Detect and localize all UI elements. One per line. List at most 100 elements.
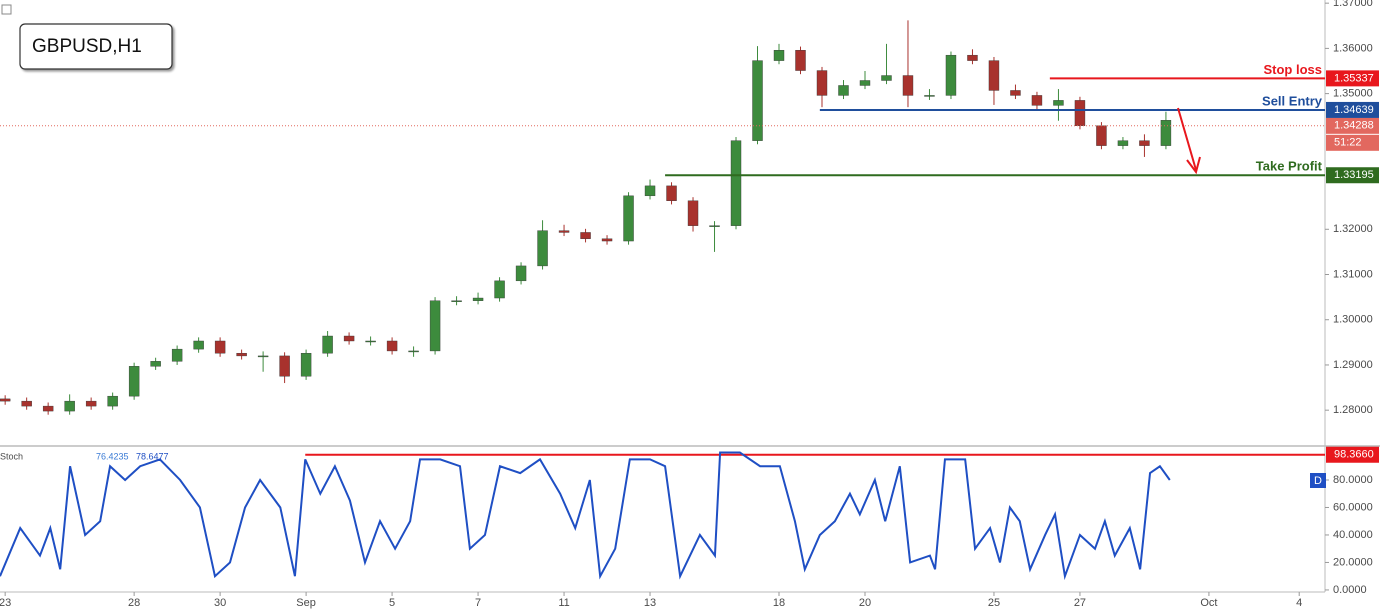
candle-body xyxy=(601,238,613,242)
candle-body xyxy=(687,200,699,226)
symbol-title: GBPUSD,H1 xyxy=(32,36,142,57)
x-tick-label: 20 xyxy=(859,597,871,609)
x-tick-label: 28 xyxy=(128,597,140,609)
candle-body xyxy=(236,352,247,357)
level-badge xyxy=(1326,101,1379,118)
candle-body xyxy=(64,400,75,412)
candle-body xyxy=(386,340,398,352)
candle-body xyxy=(1117,140,1129,146)
level-badge xyxy=(1326,446,1379,463)
arrow xyxy=(1177,107,1197,171)
candle-body xyxy=(322,335,333,354)
level-value: 98.3660 xyxy=(1334,449,1374,461)
candle-body xyxy=(300,352,312,377)
candle-body xyxy=(1139,140,1150,146)
candle-body xyxy=(472,297,484,301)
x-tick-label: 23 xyxy=(0,597,11,609)
candle-body xyxy=(623,195,634,242)
x-tick-label: 5 xyxy=(389,597,395,609)
arrow-head xyxy=(1186,156,1201,175)
x-tick-label: 30 xyxy=(214,597,226,609)
candle-body xyxy=(838,85,849,96)
level-label: Sell Entry xyxy=(1262,93,1323,108)
x-tick-label: Oct xyxy=(1200,597,1217,609)
candle-body xyxy=(709,225,720,227)
candle-body xyxy=(558,230,570,233)
candle-body xyxy=(193,340,204,350)
candle-body xyxy=(21,400,32,407)
candle-body xyxy=(1096,125,1107,146)
level-label: Take Profit xyxy=(1256,159,1323,174)
candle-body xyxy=(365,340,376,343)
candle-body xyxy=(537,230,548,267)
candle-body xyxy=(795,49,806,71)
x-tick-label: 18 xyxy=(773,597,785,609)
candle-body xyxy=(967,54,978,61)
x-tick-label: 11 xyxy=(558,597,569,609)
indicator-value: 78.6477 xyxy=(136,451,169,461)
candle-body xyxy=(408,350,419,353)
current-price-value: 1.34288 xyxy=(1334,120,1374,132)
candle-body xyxy=(1031,95,1043,106)
x-tick-label: 13 xyxy=(644,597,656,609)
y-tick-label: 1.29000 xyxy=(1333,359,1373,371)
candle-body xyxy=(881,75,892,81)
y-tick-label: 0.0000 xyxy=(1333,584,1367,596)
candle-body xyxy=(257,355,269,358)
countdown-badge xyxy=(1326,134,1379,151)
candle-body xyxy=(128,366,140,397)
y-tick-label: 1.32000 xyxy=(1333,223,1373,235)
y-tick-label: 60.0000 xyxy=(1333,501,1373,513)
candle-body xyxy=(1053,100,1064,106)
level-label: Stop loss xyxy=(1263,62,1322,77)
level-value: 1.33195 xyxy=(1334,169,1374,181)
stoch-line xyxy=(0,451,1171,581)
candle-body xyxy=(0,398,11,402)
y-tick-label: 20.0000 xyxy=(1333,556,1373,568)
candle-body xyxy=(816,70,828,96)
collapse-icon[interactable] xyxy=(1,4,12,15)
candle-body xyxy=(343,335,355,342)
candle-body xyxy=(902,75,914,96)
x-tick-label: 4 xyxy=(1296,597,1302,609)
candle-body xyxy=(279,355,290,377)
candle-body xyxy=(515,265,527,282)
y-tick-label: 1.31000 xyxy=(1333,268,1373,280)
candle-body xyxy=(1074,100,1086,126)
candle-body xyxy=(773,49,785,61)
x-tick-label: Sep xyxy=(296,597,316,609)
candle-body xyxy=(988,60,1000,91)
indicator-name: Stoch xyxy=(0,451,23,461)
candle-body xyxy=(214,340,226,354)
y-tick-label: 1.35000 xyxy=(1333,88,1373,100)
candle-body xyxy=(171,348,183,362)
y-tick-label: 80.0000 xyxy=(1333,474,1373,486)
badge-text: D xyxy=(1314,475,1322,487)
x-tick-label: 25 xyxy=(988,597,1000,609)
candle-body xyxy=(42,405,54,412)
level-badge xyxy=(1326,70,1379,87)
countdown-value: 51:22 xyxy=(1334,137,1362,149)
candle-body xyxy=(1160,120,1172,146)
level-value: 1.34639 xyxy=(1334,104,1374,116)
candle-body xyxy=(752,60,763,141)
y-tick-label: 1.37000 xyxy=(1333,0,1373,9)
candle-body xyxy=(580,232,591,239)
y-tick-label: 1.30000 xyxy=(1333,314,1373,326)
level-value: 1.35337 xyxy=(1334,72,1374,84)
candle-body xyxy=(150,361,161,367)
candle-body xyxy=(1010,90,1021,96)
candle-body xyxy=(494,280,505,299)
symbol-box xyxy=(19,23,173,70)
candle-body xyxy=(924,95,935,97)
level-badge xyxy=(1326,167,1379,184)
y-tick-label: 1.36000 xyxy=(1333,42,1373,54)
candle-body xyxy=(730,140,742,226)
indicator-value: 76.4235 xyxy=(96,451,129,461)
candle-body xyxy=(429,300,441,352)
badge xyxy=(1310,473,1326,488)
current-price-badge xyxy=(1326,117,1379,134)
y-tick-label: 1.28000 xyxy=(1333,404,1373,416)
